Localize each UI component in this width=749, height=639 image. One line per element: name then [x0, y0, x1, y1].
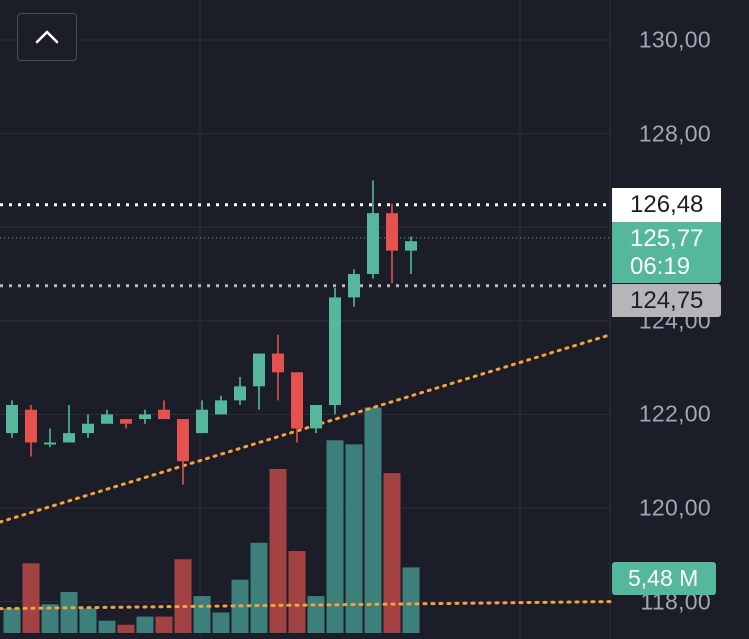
- session-high-badge: 126,48: [612, 188, 721, 222]
- volume-bar: [383, 473, 401, 633]
- candle-body: [253, 353, 265, 387]
- candle: [25, 405, 37, 457]
- candle-body: [25, 409, 37, 443]
- candle: [329, 288, 341, 415]
- session-low-badge: 124,75: [612, 284, 721, 317]
- volume-value: 5,48 M: [628, 565, 699, 591]
- candle-body: [63, 433, 75, 443]
- last-price-badge: 125,77 06:19: [612, 222, 721, 283]
- candle-body: [44, 442, 56, 445]
- candle-countdown: 06:19: [630, 253, 691, 280]
- candle-body: [329, 297, 341, 406]
- candle: [82, 414, 94, 438]
- candle-body: [196, 409, 208, 434]
- candle: [215, 395, 227, 415]
- volume-bar: [212, 612, 230, 633]
- volume-bars: [3, 407, 420, 633]
- candle: [234, 376, 246, 406]
- candle: [253, 353, 265, 410]
- candles: [6, 180, 417, 485]
- y-tick-label: 130,00: [638, 26, 711, 53]
- candle-body: [139, 414, 151, 420]
- chart-grid: [0, 0, 611, 639]
- collapse-button[interactable]: [17, 13, 77, 61]
- candle-body: [234, 386, 246, 401]
- candle: [101, 409, 113, 424]
- volume-bar: [3, 608, 21, 633]
- volume-bar: [79, 608, 97, 633]
- candle-body: [6, 405, 18, 434]
- candle: [272, 334, 284, 401]
- candle: [44, 428, 56, 448]
- volume-bar: [402, 567, 420, 633]
- candle: [291, 372, 303, 443]
- candle-body: [291, 372, 303, 429]
- candle-body: [310, 405, 322, 429]
- volume-bar: [288, 551, 306, 633]
- session-low-value: 124,75: [630, 286, 704, 314]
- moving-average-line: [0, 600, 612, 611]
- y-tick-label: 118,00: [640, 588, 711, 615]
- volume-bar: [364, 407, 382, 633]
- candle: [405, 236, 417, 274]
- candle: [386, 203, 398, 284]
- candle: [177, 419, 189, 485]
- candle-body: [367, 213, 379, 274]
- candle-body: [120, 419, 132, 424]
- candle-body: [158, 409, 170, 420]
- volume-bar: [174, 559, 192, 633]
- y-tick-label: 128,00: [638, 120, 711, 147]
- candle-body: [405, 241, 417, 251]
- y-tick-label: 120,00: [638, 494, 711, 521]
- candle: [63, 405, 75, 443]
- candle: [139, 409, 151, 424]
- volume-bar: [155, 616, 173, 633]
- candle-body: [272, 353, 284, 373]
- last-price-value: 125,77: [630, 225, 704, 252]
- candle-body: [177, 419, 189, 462]
- candle-body: [101, 414, 113, 424]
- volume-bar: [307, 596, 325, 633]
- volume-bar: [136, 616, 154, 633]
- volume-bar: [326, 440, 344, 633]
- volume-bar: [345, 444, 363, 633]
- price-level-lines: [0, 203, 610, 288]
- volume-bar: [269, 469, 287, 633]
- candle-body: [386, 213, 398, 251]
- candle: [120, 419, 132, 429]
- chevron-up-icon: [35, 30, 59, 44]
- volume-bar: [22, 563, 40, 633]
- volume-bar: [98, 620, 116, 633]
- candle: [6, 400, 18, 438]
- volume-bar: [41, 604, 59, 633]
- volume-badge: 5,48 M: [612, 562, 716, 595]
- moving-average-line: [0, 333, 612, 524]
- volume-bar: [250, 542, 268, 633]
- candle: [158, 400, 170, 420]
- candle: [348, 269, 360, 307]
- volume-bar: [193, 596, 211, 633]
- candle-body: [215, 400, 227, 415]
- volume-bar: [117, 624, 135, 633]
- moving-average-lines: [0, 333, 612, 611]
- volume-bar: [60, 592, 78, 633]
- candle: [367, 180, 379, 279]
- y-tick-label: 122,00: [638, 400, 711, 427]
- candle-body: [82, 423, 94, 434]
- candle: [310, 405, 322, 434]
- candle: [196, 400, 208, 434]
- session-high-value: 126,48: [630, 191, 704, 218]
- candle-body: [348, 274, 360, 298]
